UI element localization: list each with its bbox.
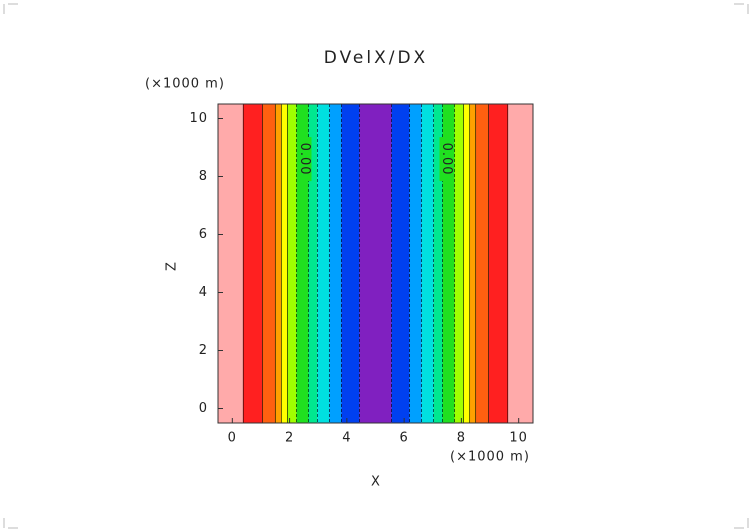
contour-band xyxy=(317,104,330,423)
y-tick-label: 8 xyxy=(199,169,208,184)
y-unit: (×1000 m) xyxy=(145,77,225,92)
contour-label-bg xyxy=(439,137,454,182)
contour-band xyxy=(421,104,434,423)
contour-band xyxy=(218,104,244,423)
y-axis-label: Z xyxy=(165,261,180,271)
x-tick-label: 0 xyxy=(228,431,237,446)
y-tick-label: 2 xyxy=(199,343,208,358)
x-tick-label: 8 xyxy=(457,431,466,446)
contour-band xyxy=(433,104,443,423)
contour-band xyxy=(409,104,422,423)
contour-band xyxy=(475,104,489,423)
y-tick-label: 0 xyxy=(199,401,208,416)
contour-band xyxy=(296,104,309,423)
contour-band xyxy=(243,104,263,423)
chart-title: DVelX/DX xyxy=(324,48,428,68)
x-unit: (×1000 m) xyxy=(450,450,530,465)
contour-band xyxy=(391,104,410,423)
contour-band xyxy=(454,104,464,423)
contour-band xyxy=(469,104,476,423)
x-tick-label: 6 xyxy=(399,431,408,446)
contour-band xyxy=(463,104,470,423)
contour-band xyxy=(275,104,282,423)
contour-band xyxy=(287,104,297,423)
y-tick-label: 10 xyxy=(189,111,208,126)
contour-band xyxy=(507,104,533,423)
contour-band xyxy=(308,104,318,423)
contour-label: 0.00 xyxy=(439,143,454,176)
plot-frame xyxy=(217,103,534,424)
contour-label: 0.00 xyxy=(297,143,312,176)
x-tick-label: 2 xyxy=(285,431,294,446)
contour-band xyxy=(281,104,288,423)
contour-band xyxy=(488,104,508,423)
y-tick-label: 6 xyxy=(199,227,208,242)
contour-band xyxy=(341,104,360,423)
x-tick-label: 4 xyxy=(342,431,351,446)
contour-band xyxy=(262,104,276,423)
contour-label-bg xyxy=(297,137,312,182)
contour-band xyxy=(359,104,392,423)
contour-band xyxy=(442,104,455,423)
x-axis-label: X xyxy=(371,475,381,490)
x-tick-label: 10 xyxy=(509,431,528,446)
contour-band xyxy=(329,104,342,423)
y-tick-label: 4 xyxy=(199,285,208,300)
